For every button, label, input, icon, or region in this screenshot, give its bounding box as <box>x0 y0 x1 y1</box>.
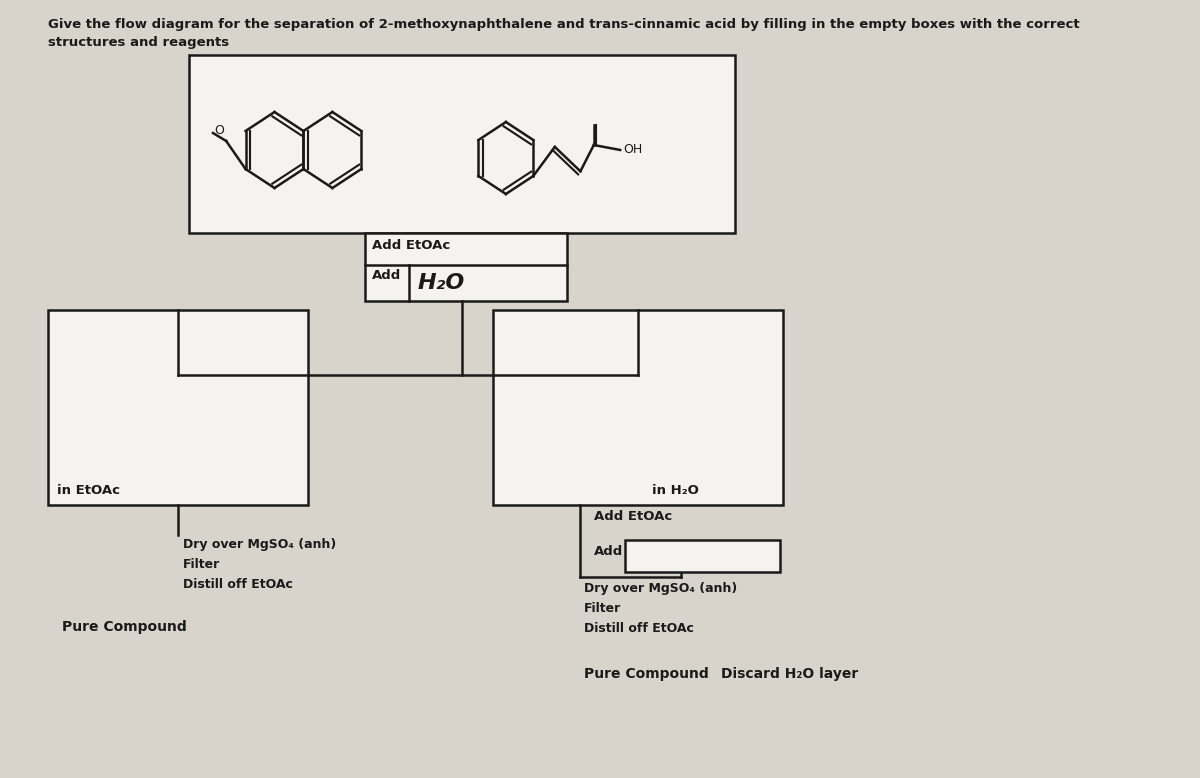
Text: Pure Compound: Pure Compound <box>61 620 186 634</box>
Text: Add: Add <box>594 545 624 558</box>
Text: OH: OH <box>623 143 642 156</box>
Text: Dry over MgSO₄ (anh)
Filter
Distill off EtOAc: Dry over MgSO₄ (anh) Filter Distill off … <box>584 582 738 635</box>
Text: Discard H₂O layer: Discard H₂O layer <box>720 667 858 681</box>
Text: Add EtOAc: Add EtOAc <box>372 239 450 252</box>
Text: H₂O: H₂O <box>418 273 466 293</box>
Bar <box>48 310 308 505</box>
Text: O: O <box>215 124 224 137</box>
Text: in H₂O: in H₂O <box>653 484 700 497</box>
Text: Dry over MgSO₄ (anh)
Filter
Distill off EtOAc: Dry over MgSO₄ (anh) Filter Distill off … <box>182 538 336 591</box>
Text: Pure Compound: Pure Compound <box>584 667 709 681</box>
Bar <box>493 310 784 505</box>
Bar <box>625 540 780 572</box>
Text: Add: Add <box>372 269 402 282</box>
Text: Add EtOAc: Add EtOAc <box>594 510 672 523</box>
Text: in EtOAc: in EtOAc <box>58 484 120 497</box>
Text: Give the flow diagram for the separation of 2-methoxynaphthalene and trans-cinna: Give the flow diagram for the separation… <box>48 18 1080 31</box>
Text: structures and reagents: structures and reagents <box>48 36 229 49</box>
Bar <box>190 55 734 233</box>
Bar <box>365 233 568 301</box>
